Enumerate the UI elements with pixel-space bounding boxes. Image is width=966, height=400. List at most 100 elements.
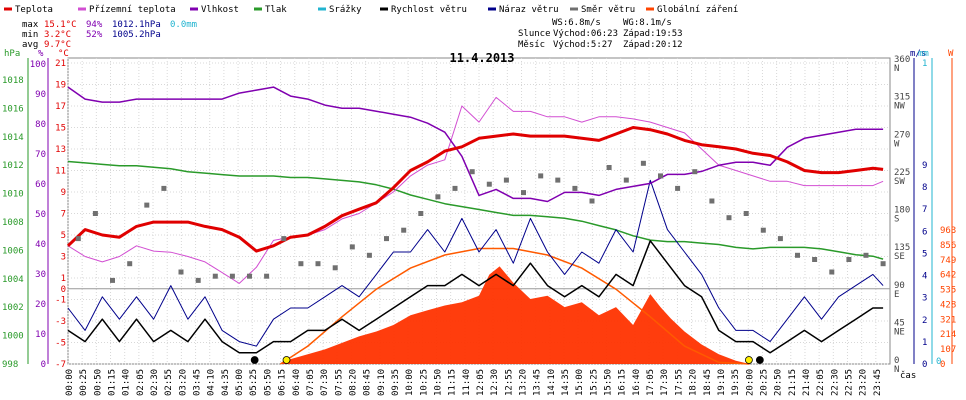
wind-direction-point [315, 261, 321, 267]
legend: Teplota Přízemní teplota Vlhkost Tlak Srážky… [4, 5, 738, 15]
legend-item: Rychlost větru [380, 5, 467, 15]
axis-temp-tick: 13 [55, 145, 66, 155]
axis-radiation-tick: 107 [940, 345, 956, 355]
axis-radiation-tick: 749 [940, 256, 956, 266]
axis-direction-label: N [894, 64, 899, 74]
axis-temp-tick: 21 [55, 59, 66, 69]
wind-direction-point [555, 177, 561, 183]
wind-speed-info: WS:6.8m/s [552, 18, 601, 28]
wind-direction-point [281, 236, 287, 242]
axis-radiation-tick: 963 [940, 226, 956, 236]
x-tick-label: 15:50 [604, 369, 614, 396]
chart-grid [67, 58, 890, 365]
moon-marker [755, 356, 764, 364]
legend-label: Směr větru [581, 5, 635, 15]
moon-label: Měsíc [518, 40, 545, 50]
axis-direction-label: NW [894, 102, 905, 112]
wind-direction-point [144, 202, 150, 208]
x-tick-label: 10:50 [433, 369, 443, 396]
sun-marker [282, 356, 291, 364]
legend-label: Globální záření [657, 5, 738, 15]
wind-direction-point [469, 169, 475, 175]
axis-pressure-unit: hPa [4, 49, 20, 59]
wind-direction-point [298, 261, 304, 267]
x-tick-label: 07:30 [320, 369, 330, 396]
x-tick-label: 09:35 [391, 369, 401, 396]
axis-temp-tick: 7 [61, 210, 66, 220]
axis-direction-tick: 180 [894, 206, 910, 216]
x-tick-label: 10:00 [405, 369, 415, 396]
x-tick-label: 09:10 [377, 369, 387, 396]
axis-humidity-tick: 70 [35, 150, 46, 160]
wind-direction-point [521, 190, 526, 196]
axis-pressure-tick: 1008 [2, 218, 24, 228]
x-tick-label: 04:35 [221, 369, 231, 396]
series-lines [66, 86, 884, 354]
legend-label: Náraz větru [499, 5, 559, 15]
x-tick-label: 00:50 [93, 369, 103, 396]
x-tick-label: 16:15 [618, 369, 628, 396]
axis-humidity-tick: 30 [35, 270, 46, 280]
legend-item: Náraz větru [488, 5, 559, 15]
x-tick-label: 02:55 [164, 369, 174, 396]
stats-value: 1012.1hPa [112, 20, 161, 30]
wind-direction-point [366, 252, 372, 258]
axis-direction-tick: 90 [894, 281, 905, 291]
axis-direction-label: NE [894, 327, 905, 337]
wind-direction-point [452, 185, 458, 191]
x-tick-label: 03:20 [178, 369, 188, 396]
axis-humidity-unit: % [38, 49, 44, 59]
x-tick-label: 01:15 [108, 369, 118, 396]
axis-direction-label: SE [894, 252, 905, 262]
legend-item: Globální záření [646, 5, 738, 15]
wind-direction-point [435, 194, 441, 200]
wind-direction-point [829, 269, 835, 275]
axis-pressure-tick: 1014 [2, 133, 24, 143]
legend-label: Tlak [265, 5, 287, 15]
axis-temp-tick: 11 [55, 167, 66, 177]
axis-humidity-tick: 50 [35, 210, 46, 220]
axis-direction-tick: 315 [894, 93, 910, 103]
wind-direction-point [264, 273, 270, 279]
axis-radiation-unit: W [948, 49, 954, 59]
wind-direction-point [863, 252, 869, 258]
axis-direction-label: SW [894, 177, 905, 187]
x-tick-label: 12:55 [504, 369, 514, 396]
axis-rain-unit: mm [918, 49, 929, 59]
axis-temp-tick: -5 [55, 339, 66, 349]
axis-direction-tick: 360 [894, 55, 910, 65]
x-tick-label: 13:45 [533, 369, 543, 396]
x-tick-label: 22:55 [844, 369, 854, 396]
stats-value: 3.2°C [44, 30, 71, 40]
wind-direction-point [692, 169, 698, 175]
axis-temp-tick: 3 [61, 253, 66, 263]
wind-direction-point [658, 173, 663, 179]
stats-value: 1005.2hPa [112, 30, 161, 40]
series-temperature [66, 126, 884, 253]
x-tick-label: 14:10 [547, 369, 557, 396]
axis-temp-unit: °C [58, 49, 69, 59]
x-tick-label: 17:55 [674, 369, 684, 396]
stats-panel: max 15.1°C 94% 1012.1hPa 0.0mm min 3.2°C 52% 100… [22, 18, 683, 50]
axis-pressure-tick: 1018 [2, 76, 24, 86]
axis-rain-tick: 1 [922, 59, 927, 69]
stats-label: max [22, 20, 39, 30]
axis-radiation-tick: 0 [940, 360, 945, 370]
x-tick-label: 17:30 [660, 369, 670, 396]
wind-direction-point [229, 273, 235, 279]
axis-temp-tick: 5 [61, 231, 66, 241]
wind-direction-point [623, 177, 629, 183]
axis-temp-tick: -3 [55, 317, 66, 327]
axis-direction-tick: 270 [894, 130, 910, 140]
legend-item: Směr větru [570, 5, 635, 15]
sun-marker [744, 356, 753, 364]
x-tick-label: 08:20 [348, 369, 358, 396]
axis-direction-tick: 45 [894, 318, 905, 328]
x-tick-label: 14:35 [561, 369, 571, 396]
axis-temp-tick: 9 [61, 188, 66, 198]
legend-item: Srážky [318, 5, 362, 15]
legend-item: Vlhkost [190, 5, 239, 15]
chart-title: 11.4.2013 [449, 51, 514, 65]
